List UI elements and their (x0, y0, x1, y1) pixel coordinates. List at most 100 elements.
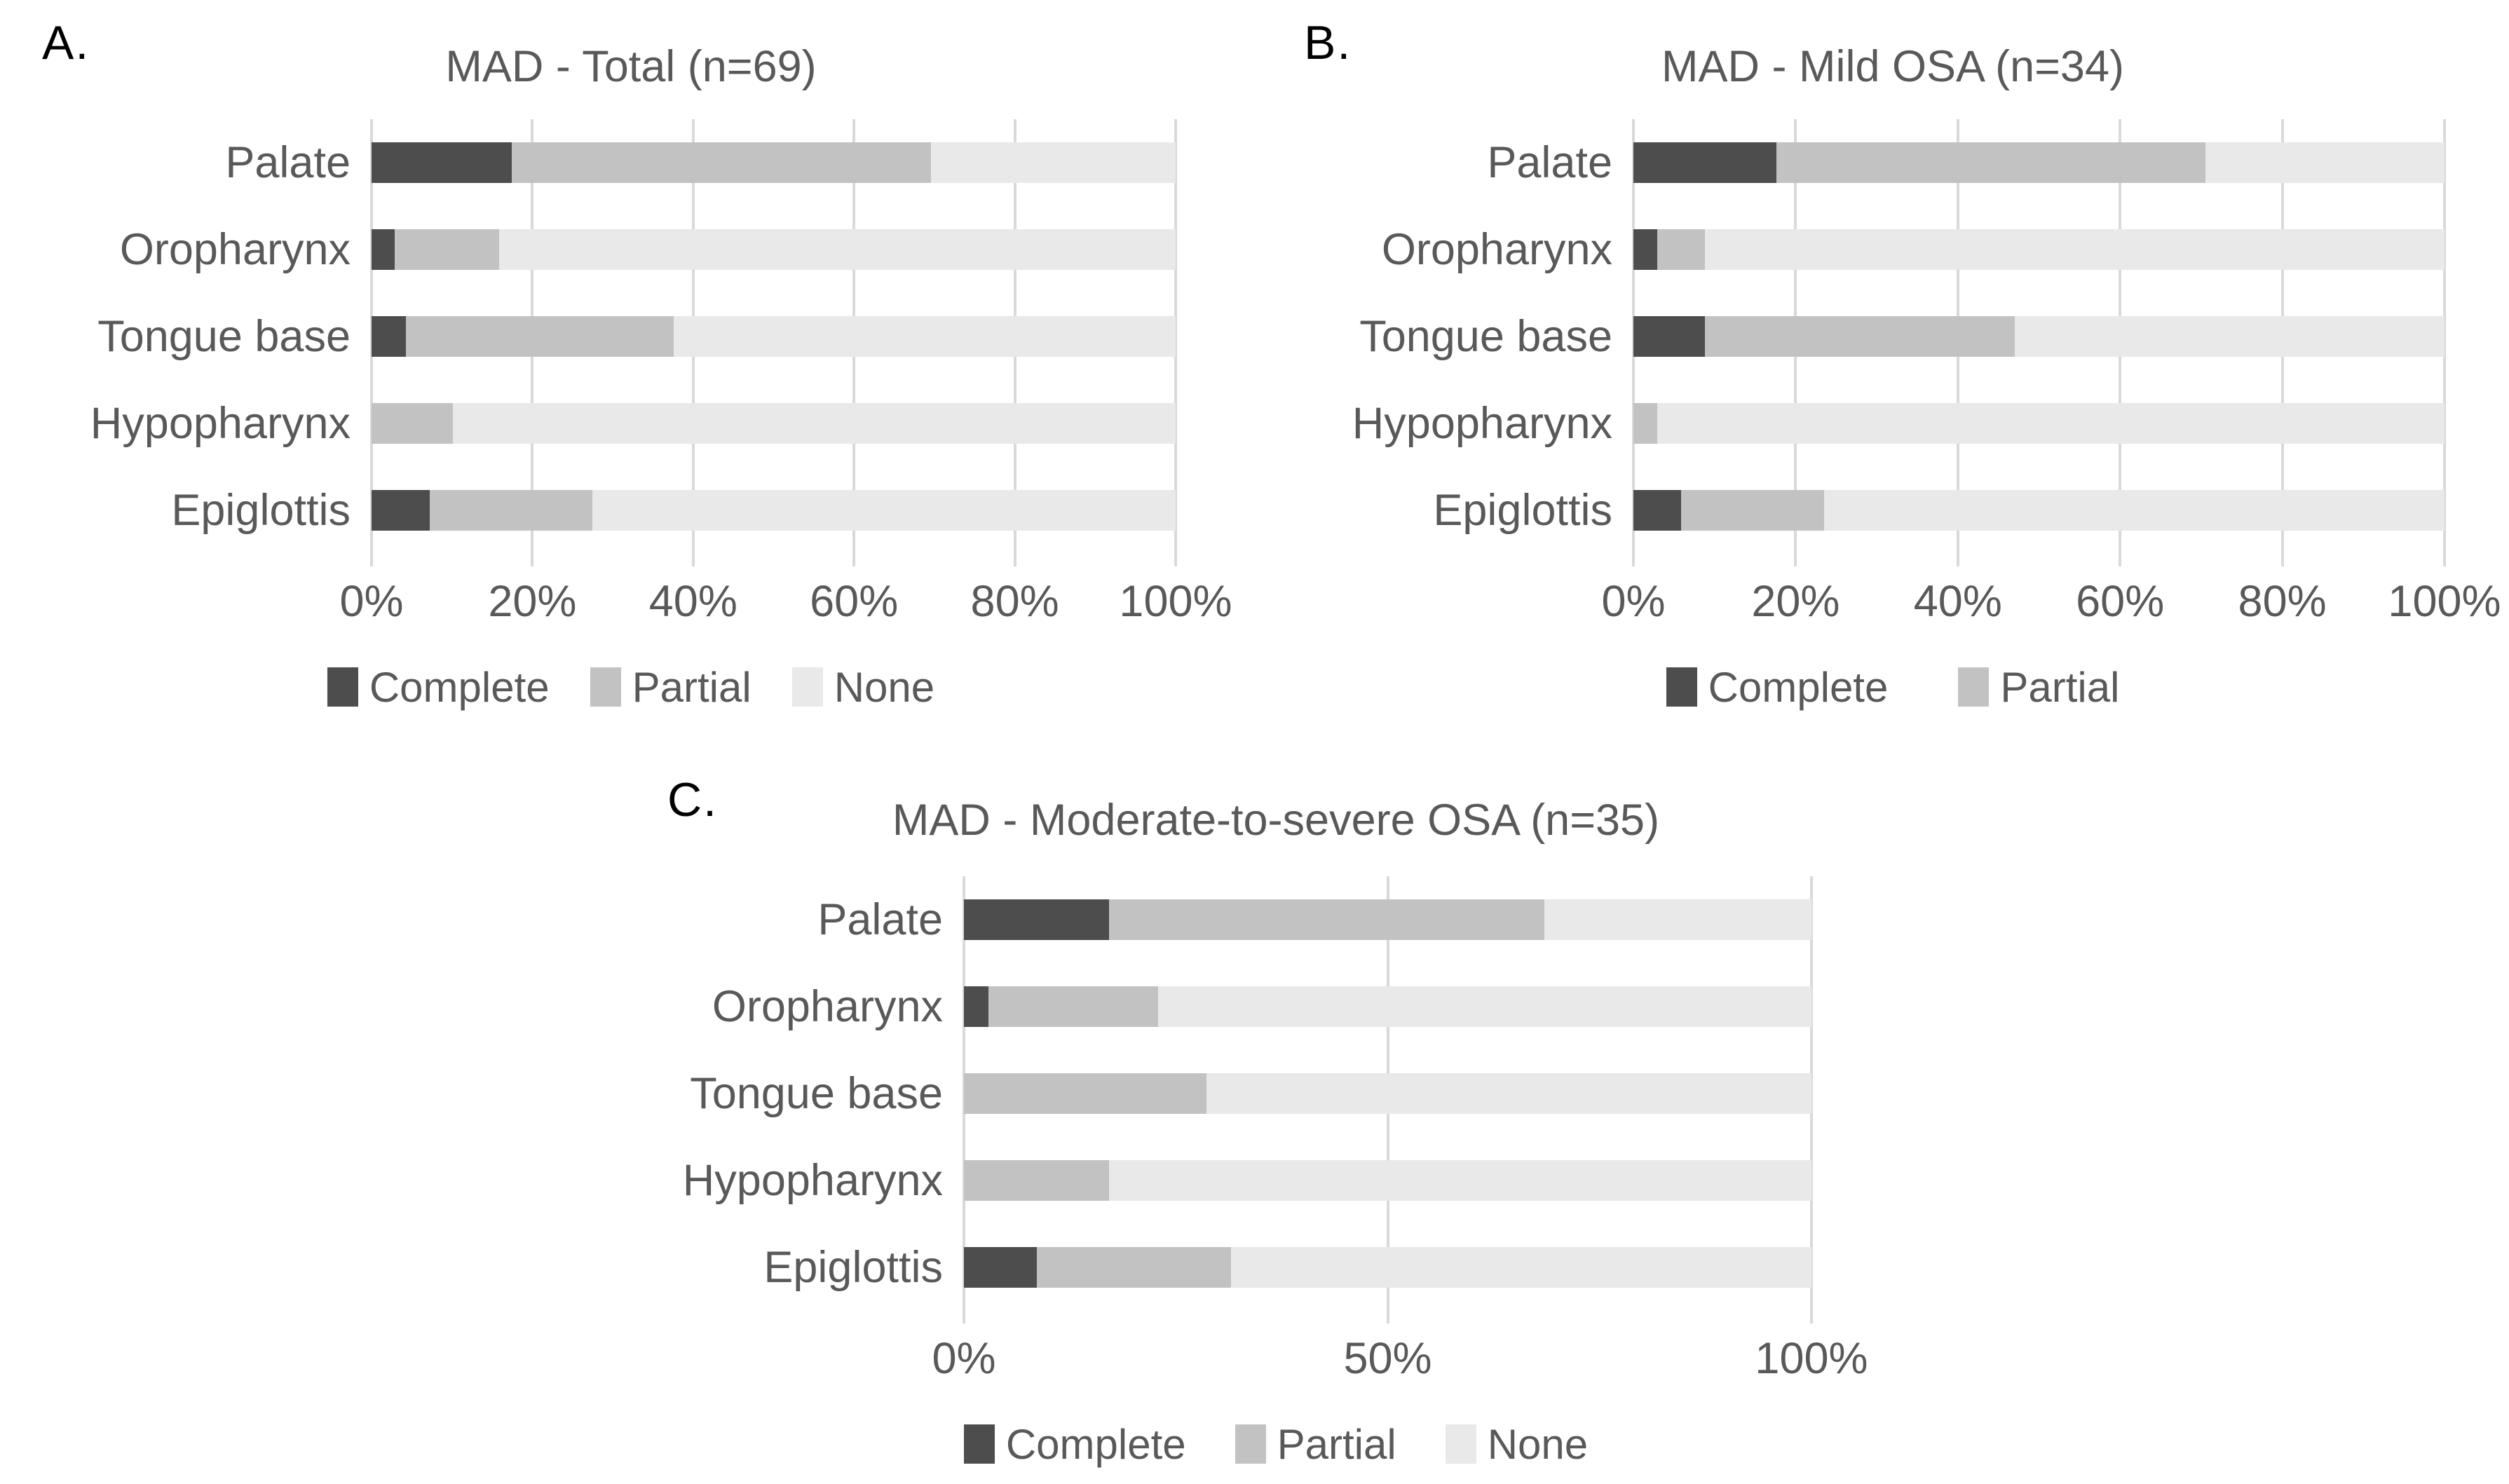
stacked-bar (1633, 403, 2445, 444)
bar-segment-none (1704, 229, 2445, 270)
bar-segment-partial (1036, 1247, 1231, 1288)
panel-letter-c: C. (667, 773, 718, 826)
bar-row-palate (372, 119, 1176, 206)
legend-item-partial: Partial (1235, 1420, 1396, 1469)
legend-item-complete: Complete (327, 663, 550, 712)
x-tick-label: 0% (1601, 577, 1666, 626)
bar-row-epiglottis (964, 1224, 1811, 1311)
legend-label: Complete (1708, 663, 1889, 711)
bar-row-hypopharynx (1633, 380, 2445, 467)
bar-segment-partial (1108, 899, 1545, 940)
bar-segment-partial (1704, 316, 2015, 357)
bar-segment-partial (1776, 142, 2205, 183)
legend-swatch-complete (963, 1424, 995, 1464)
bar-row-hypopharynx (964, 1137, 1811, 1224)
legend-c: Complete Partial None (617, 1391, 1935, 1484)
bar-segment-complete (372, 316, 407, 357)
legend-item-complete: Complete (963, 1420, 1186, 1469)
legend-swatch-partial (1235, 1424, 1266, 1464)
category-label: Oropharynx (712, 982, 943, 1031)
x-axis-a: 0% 20% 40% 60% 80% 100% (339, 554, 1232, 634)
bar-row-tongue-base (372, 293, 1176, 380)
legend-item-none: None (791, 663, 935, 712)
category-label: Tongue base (1359, 312, 1612, 361)
legend-item-partial: Partial (1958, 663, 2119, 712)
bar-segment-complete (372, 142, 512, 183)
stacked-bar (964, 1160, 1811, 1201)
legend-label: None (834, 663, 935, 711)
x-axis-b: 0% 20% 40% 60% 80% 100% (1601, 554, 2501, 634)
category-label: Palate (225, 138, 351, 187)
x-tick-label: 100% (1755, 1334, 1868, 1383)
x-tick-label: 40% (1913, 577, 2002, 626)
bar-segment-none (1157, 986, 1811, 1027)
legend-swatch-partial (590, 667, 621, 707)
x-tick-label: 80% (2238, 577, 2327, 626)
x-tick-label: 20% (488, 577, 577, 626)
bar-row-epiglottis (372, 467, 1176, 554)
bar-segment-partial (964, 1073, 1206, 1114)
legend-swatch-complete (327, 667, 358, 707)
chart-title-b: MAD - Mild OSA (n=34) (1661, 42, 2124, 91)
panel-b: B. MAD - Mild OSA (n=34) Palate Oropharyn… (1297, 14, 2501, 740)
stacked-bar (964, 1247, 1811, 1288)
bar-segment-none (1823, 490, 2445, 531)
legend-label: None (1487, 1420, 1589, 1468)
bar-row-oropharynx (964, 963, 1811, 1050)
x-tick-label: 20% (1751, 577, 1840, 626)
bar-segment-partial (429, 490, 593, 531)
bar-segment-none (499, 229, 1176, 270)
bar-segment-partial (406, 316, 674, 357)
x-tick-label: 0% (339, 577, 404, 626)
x-tick-label: 60% (2076, 577, 2165, 626)
stacked-bar (372, 229, 1176, 270)
plot-area-a (370, 119, 1177, 566)
bar-row-tongue-base (1633, 293, 2445, 380)
plot-area-b (1632, 119, 2446, 566)
x-axis-c: 0% 50% 100% (932, 1311, 1868, 1391)
bar-segment-partial (964, 1160, 1109, 1201)
legend-a: Complete Partial None (42, 634, 1220, 740)
plot-area-c (963, 876, 1813, 1323)
stacked-bar (372, 490, 1176, 531)
bar-segment-partial (1633, 403, 1657, 444)
stacked-bar (964, 899, 1811, 940)
legend-swatch-none (791, 667, 823, 707)
legend-label: Complete (369, 663, 550, 711)
bar-segment-complete (1633, 229, 1657, 270)
stacked-bar (372, 316, 1176, 357)
legend-label: Partial (1277, 1420, 1396, 1468)
bar-segment-partial (395, 229, 500, 270)
panel-c: C. MAD - Moderate-to-severe OSA (n=35) P… (617, 764, 1935, 1484)
x-tick-label: 60% (810, 577, 899, 626)
category-axis-a: Palate Oropharynx Tongue base Hypopharynx Ep… (42, 119, 372, 554)
legend-swatch-none (1445, 1424, 1476, 1464)
category-label: Oropharynx (119, 225, 351, 274)
stacked-bar (1633, 316, 2445, 357)
category-label: Oropharynx (1381, 225, 1612, 274)
category-axis-b: Palate Oropharynx Tongue base Hypopharynx Ep… (1297, 119, 1633, 554)
bar-segment-complete (1633, 142, 1776, 183)
stacked-bar (1633, 229, 2445, 270)
bar-segment-none (452, 403, 1176, 444)
stacked-bar (964, 986, 1811, 1027)
category-label: Hypopharynx (90, 399, 351, 448)
legend-item-none: None (1445, 1420, 1589, 1469)
bar-segment-complete (372, 490, 430, 531)
gridline (1810, 876, 1813, 1323)
category-label: Tongue base (97, 312, 351, 361)
stacked-bar (372, 142, 1176, 183)
stacked-bar (1633, 490, 2445, 531)
gridline (1174, 119, 1177, 566)
category-label: Tongue base (690, 1069, 943, 1118)
panel-letter-a: A. (42, 16, 90, 69)
bar-segment-partial (511, 142, 932, 183)
bar-segment-none (1108, 1160, 1811, 1201)
stacked-bar (1633, 142, 2445, 183)
bar-segment-none (2205, 142, 2445, 183)
bar-segment-none (1657, 403, 2445, 444)
x-tick-label: 50% (1343, 1334, 1432, 1383)
gridline (2443, 119, 2446, 566)
category-label: Hypopharynx (682, 1156, 943, 1205)
bar-segment-complete (964, 986, 989, 1027)
